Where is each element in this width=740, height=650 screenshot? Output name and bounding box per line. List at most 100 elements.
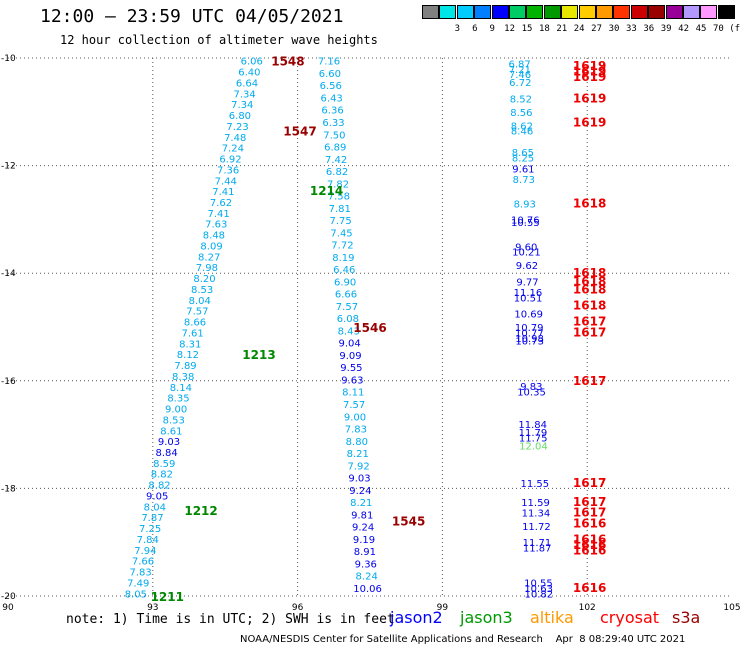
swh-value-label: 7.84 [137,535,159,546]
swh-value-label: 10.55 [511,218,540,229]
swh-value-label: 7.62 [210,198,232,209]
swh-value-label: 8.82 [151,470,173,481]
swh-value-label: 6.92 [219,155,241,166]
x-tick-label: 102 [579,603,596,613]
orbit-number-label: 1212 [184,504,217,518]
swh-value-label: 11.87 [523,544,552,555]
swh-value-label: 12.04 [519,441,548,452]
swh-value-label: 8.35 [167,394,189,405]
swh-value-label: 7.57 [336,302,358,313]
swh-value-label: 7.41 [212,187,234,198]
orbit-number-label: 1617 [573,325,606,339]
orbit-number-label: 1619 [573,70,606,84]
swh-value-label: 8.04 [144,502,166,513]
swh-value-label: 9.55 [340,363,362,374]
swh-value-label: 6.60 [319,69,341,80]
orbit-number-label: 1545 [392,515,425,529]
swh-value-label: 8.05 [125,589,147,600]
swh-value-label: 11.59 [521,498,550,509]
orbit-number-label: 1617 [573,374,606,388]
swh-value-label: 8.21 [350,498,372,509]
y-tick-label: -12 [1,162,16,172]
swh-value-label: 9.00 [165,405,187,416]
swh-value-label: 7.81 [329,204,351,215]
swh-value-label: 8.61 [160,426,182,437]
swh-value-label: 6.06 [241,57,263,68]
swh-value-label: 7.83 [345,425,367,436]
x-tick-label: 90 [2,603,14,613]
orbit-number-label: 1546 [353,321,386,335]
swh-value-label: 7.34 [234,89,256,100]
swh-value-label: 10.73 [515,336,544,347]
swh-value-label: 6.46 [333,265,355,276]
orbit-number-label: 1211 [151,590,184,604]
swh-value-label: 8.21 [347,449,369,460]
orbit-number-label: 1618 [573,298,606,312]
swh-value-label: 6.90 [334,277,356,288]
swh-value-label: 7.72 [331,241,353,252]
swh-value-label: 8.27 [198,252,220,263]
legend-item-altika: altika [530,608,574,627]
swh-value-label: 11.55 [521,479,550,490]
orbit-number-label: 1214 [310,184,343,198]
swh-value-label: 9.61 [512,164,534,175]
note-text: note: 1) Time is in UTC; 2) SWH is in fe… [66,612,395,627]
swh-value-label: 8.46 [511,127,533,138]
swh-value-label: 8.04 [189,296,211,307]
swh-value-label: 8.84 [156,448,178,459]
swh-value-label: 9.09 [339,351,361,362]
orbit-number-label: 1618 [573,196,606,210]
swh-value-label: 8.53 [163,415,185,426]
swh-value-label: 7.94 [134,546,156,557]
swh-value-label: 8.12 [177,350,199,361]
swh-value-label: 9.24 [352,523,374,534]
orbit-number-label: 1616 [573,543,606,557]
swh-value-label: 8.93 [514,199,536,210]
swh-value-label: 6.82 [326,167,348,178]
swh-value-label: 6.33 [322,118,344,129]
swh-value-label: 7.98 [196,263,218,274]
swh-value-label: 8.24 [356,572,378,583]
swh-value-label: 7.36 [217,165,239,176]
swh-value-label: 6.56 [320,81,342,92]
legend-item-jason2: jason2 [390,608,443,627]
swh-value-label: 7.92 [347,461,369,472]
swh-value-label: 7.44 [215,176,237,187]
swh-value-label: 8.31 [179,339,201,350]
swh-value-label: 9.77 [516,277,538,288]
y-tick-label: -10 [1,54,16,64]
swh-value-label: 9.03 [158,437,180,448]
swh-value-label: 6.36 [321,106,343,117]
orbit-number-label: 1619 [573,116,606,130]
swh-value-label: 9.03 [348,474,370,485]
orbit-number-label: 1213 [242,348,275,362]
swh-value-label: 7.24 [222,144,244,155]
y-tick-label: -14 [1,269,16,279]
swh-value-label: 7.75 [330,216,352,227]
orbit-number-label: 1618 [573,282,606,296]
swh-value-label: 7.23 [226,122,248,133]
swh-value-label: 8.66 [184,318,206,329]
swh-value-label: 7.41 [208,209,230,220]
orbit-number-label: 1548 [271,55,304,69]
swh-value-label: 7.61 [182,328,204,339]
swh-value-label: 8.59 [153,459,175,470]
swh-value-label: 7.48 [224,133,246,144]
swh-value-label: 8.38 [172,372,194,383]
legend-item-jason3: jason3 [460,608,513,627]
swh-value-label: 8.73 [513,175,535,186]
swh-value-label: 10.51 [514,293,543,304]
orbit-number-label: 1547 [283,125,316,139]
swh-value-label: 8.48 [203,231,225,242]
legend-item-s3a: s3a [672,608,700,627]
swh-value-label: 11.72 [522,522,551,533]
y-tick-label: -20 [1,592,16,602]
x-tick-label: 105 [723,603,740,613]
swh-value-label: 8.56 [510,108,532,119]
swh-value-label: 8.82 [148,481,170,492]
swh-value-label: 9.63 [341,375,363,386]
y-tick-label: -16 [1,377,16,387]
swh-value-label: 7.57 [186,307,208,318]
swh-value-label: 7.25 [139,524,161,535]
orbit-number-label: 1617 [573,476,606,490]
